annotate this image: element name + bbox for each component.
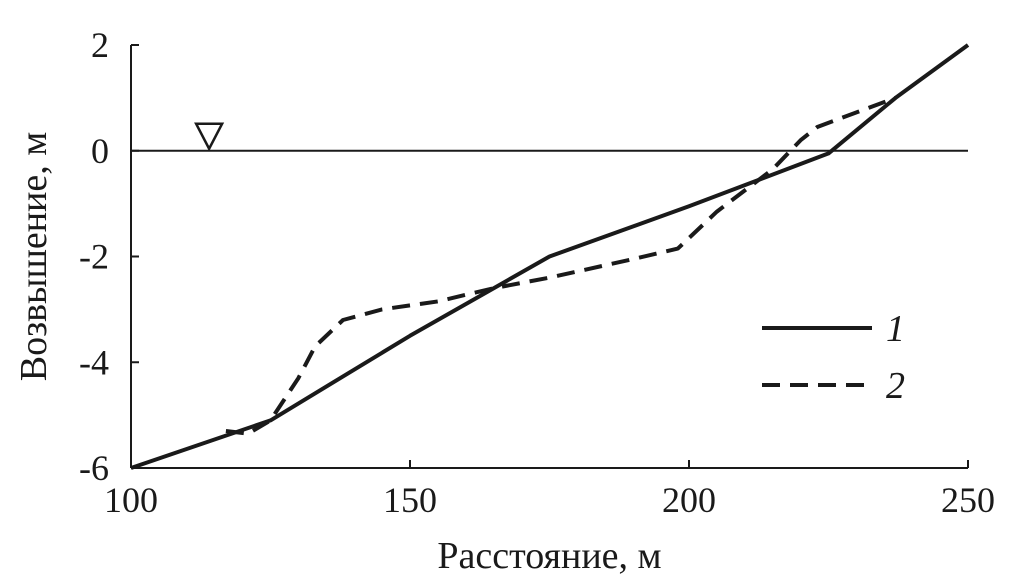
y-tick-label: 2	[91, 25, 109, 65]
legend-label-1: 1	[886, 308, 905, 350]
y-tick-label: -2	[79, 237, 109, 277]
y-tick-label: 0	[91, 131, 109, 171]
x-tick-label: 150	[383, 480, 437, 520]
y-tick-label: -4	[79, 342, 109, 382]
series-group	[130, 43, 970, 470]
x-tick-label: 250	[941, 480, 995, 520]
y-axis-title: Возвышение, м	[13, 132, 55, 382]
x-tick-label: 100	[104, 480, 158, 520]
legend: 12	[762, 308, 905, 407]
series-2-line	[225, 96, 897, 436]
water-level	[131, 122, 968, 152]
series-1-line	[130, 43, 970, 470]
y-tick-label: -6	[79, 448, 109, 488]
legend-label-2: 2	[886, 365, 905, 407]
water-level-marker-icon	[194, 122, 225, 152]
x-axis-title: Расстояние, м	[437, 535, 661, 577]
axes: 100 150 200 250 2 0 -2 -4 -6	[79, 25, 995, 520]
x-tick-label: 200	[662, 480, 716, 520]
